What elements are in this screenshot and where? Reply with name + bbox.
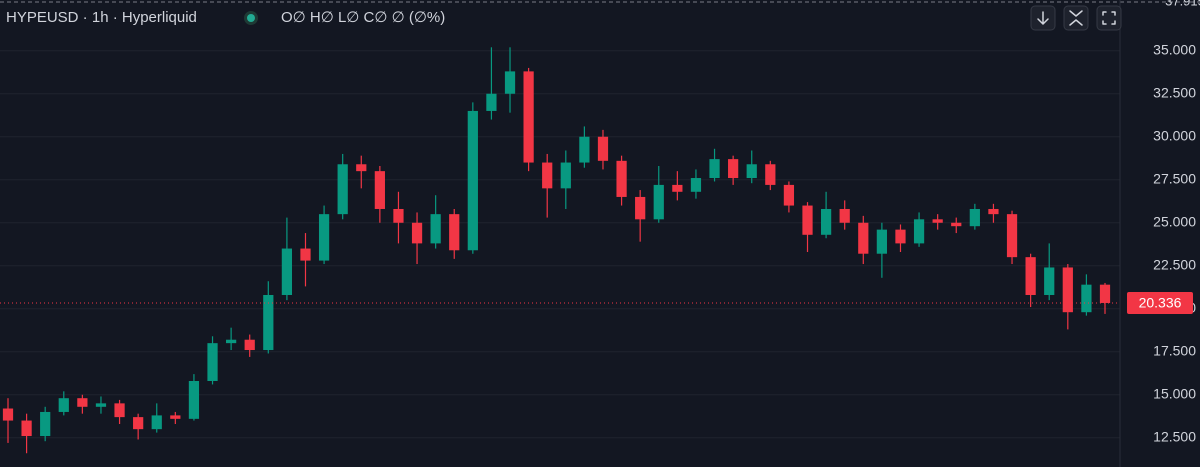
candle-body <box>393 208 404 223</box>
candle-body <box>1044 267 1055 295</box>
candle-body <box>597 136 609 161</box>
candle-body <box>170 415 181 419</box>
candle-body <box>1062 267 1073 313</box>
candle-body <box>151 415 162 430</box>
candle-body <box>635 196 646 220</box>
y-tick-label: 15.000 <box>1153 385 1196 401</box>
chart-title: HYPEUSD · 1h · Hyperliquid <box>6 9 197 26</box>
candle-body <box>858 222 869 254</box>
candle-body <box>188 380 200 419</box>
collapse-button[interactable] <box>1063 5 1089 31</box>
fullscreen-icon <box>1102 11 1116 25</box>
candle-body <box>895 229 906 244</box>
candle-body <box>1099 284 1111 303</box>
candle-body <box>356 164 367 172</box>
candle-body <box>504 71 516 94</box>
candle-body <box>114 403 125 418</box>
candle-body <box>839 208 850 223</box>
candle-body <box>1006 214 1018 258</box>
candle-body <box>21 420 32 437</box>
candle-body <box>523 71 534 163</box>
candle-body <box>560 162 571 189</box>
candle-body <box>913 219 925 244</box>
candle-body <box>77 398 88 407</box>
fullscreen-button[interactable] <box>1096 5 1122 31</box>
candle-body <box>969 208 980 227</box>
candle-body <box>988 208 999 215</box>
candle-body <box>820 208 832 235</box>
candle-body <box>579 136 590 163</box>
y-tick-label: 17.500 <box>1153 342 1196 358</box>
candle-body <box>318 214 330 261</box>
candle-body <box>337 164 348 215</box>
toolbar <box>1030 5 1122 31</box>
collapse-icon <box>1069 10 1083 26</box>
y-tick-label: 12.500 <box>1153 428 1196 444</box>
grid <box>0 50 1120 439</box>
candle-body <box>244 339 255 351</box>
y-tick-label: 32.500 <box>1153 84 1196 100</box>
arrow-down-icon <box>1037 11 1049 25</box>
candle-body <box>653 184 664 220</box>
candles <box>2 47 1111 454</box>
top-price-label: 37.915 <box>1165 0 1200 8</box>
candle-body <box>783 184 795 206</box>
candle-body <box>2 408 14 421</box>
candle-body <box>1081 284 1092 313</box>
candle-body <box>486 93 497 111</box>
candle-body <box>207 343 218 381</box>
ohlc-legend: O∅ H∅ L∅ C∅ ∅ (∅%) <box>281 9 445 26</box>
candle-body <box>411 222 423 244</box>
candle-body <box>226 339 237 344</box>
candle-body <box>746 164 757 179</box>
candle-body <box>40 411 51 437</box>
candle-body <box>951 222 962 227</box>
candle-body <box>876 229 887 254</box>
candle-body <box>430 214 441 244</box>
status-dot <box>247 14 255 22</box>
candle-body <box>263 294 274 351</box>
candle-body <box>300 248 311 261</box>
y-tick-label: 25.000 <box>1153 213 1196 229</box>
candle-body <box>690 178 702 192</box>
candle-body <box>281 248 293 295</box>
candle-body <box>95 403 107 407</box>
y-tick-label: 30.000 <box>1153 127 1196 143</box>
candle-body <box>672 184 683 192</box>
last-price-label: 20.336 <box>1139 295 1182 311</box>
candle-body <box>58 398 69 412</box>
candle-body <box>374 171 385 209</box>
candle-body <box>1025 257 1036 295</box>
candle-body <box>802 205 813 235</box>
candle-body <box>133 417 144 430</box>
candle-body <box>449 214 460 251</box>
candle-body <box>728 159 739 179</box>
candle-body <box>709 159 720 179</box>
y-tick-label: 35.000 <box>1153 41 1196 57</box>
candle-body <box>467 110 478 251</box>
candle-body <box>932 219 943 223</box>
candle-body <box>616 160 627 197</box>
candle-body <box>542 162 553 189</box>
y-tick-label: 22.500 <box>1153 256 1196 272</box>
candle-body <box>765 164 776 185</box>
y-tick-label: 27.500 <box>1153 170 1196 186</box>
last-price-box <box>1127 291 1193 314</box>
